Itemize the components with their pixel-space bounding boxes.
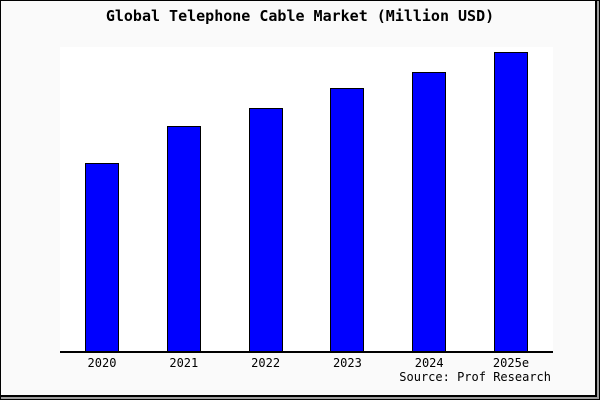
x-tick-label-2022: 2022 [251,356,281,370]
bars-container [60,47,553,351]
plot-area [60,47,553,353]
x-tick-label-2025e: 2025e [492,356,530,370]
bar-2024 [412,71,447,351]
x-tick-label-2024: 2024 [414,356,444,370]
source-credit: Source: Prof Research [399,370,551,384]
bar-2025e [493,51,528,351]
x-tick-label-2020: 2020 [87,356,117,370]
chart-title: Global Telephone Cable Market (Million U… [105,7,495,25]
bar-2023 [330,88,365,351]
x-tick-label-2021: 2021 [169,356,199,370]
bar-2022 [248,107,283,351]
bar-2020 [85,163,119,351]
bar-2021 [166,126,201,351]
x-axis-labels: 2020 2021 2022 2023 2024 2025e [60,356,553,370]
x-tick-label-2023: 2023 [332,356,362,370]
